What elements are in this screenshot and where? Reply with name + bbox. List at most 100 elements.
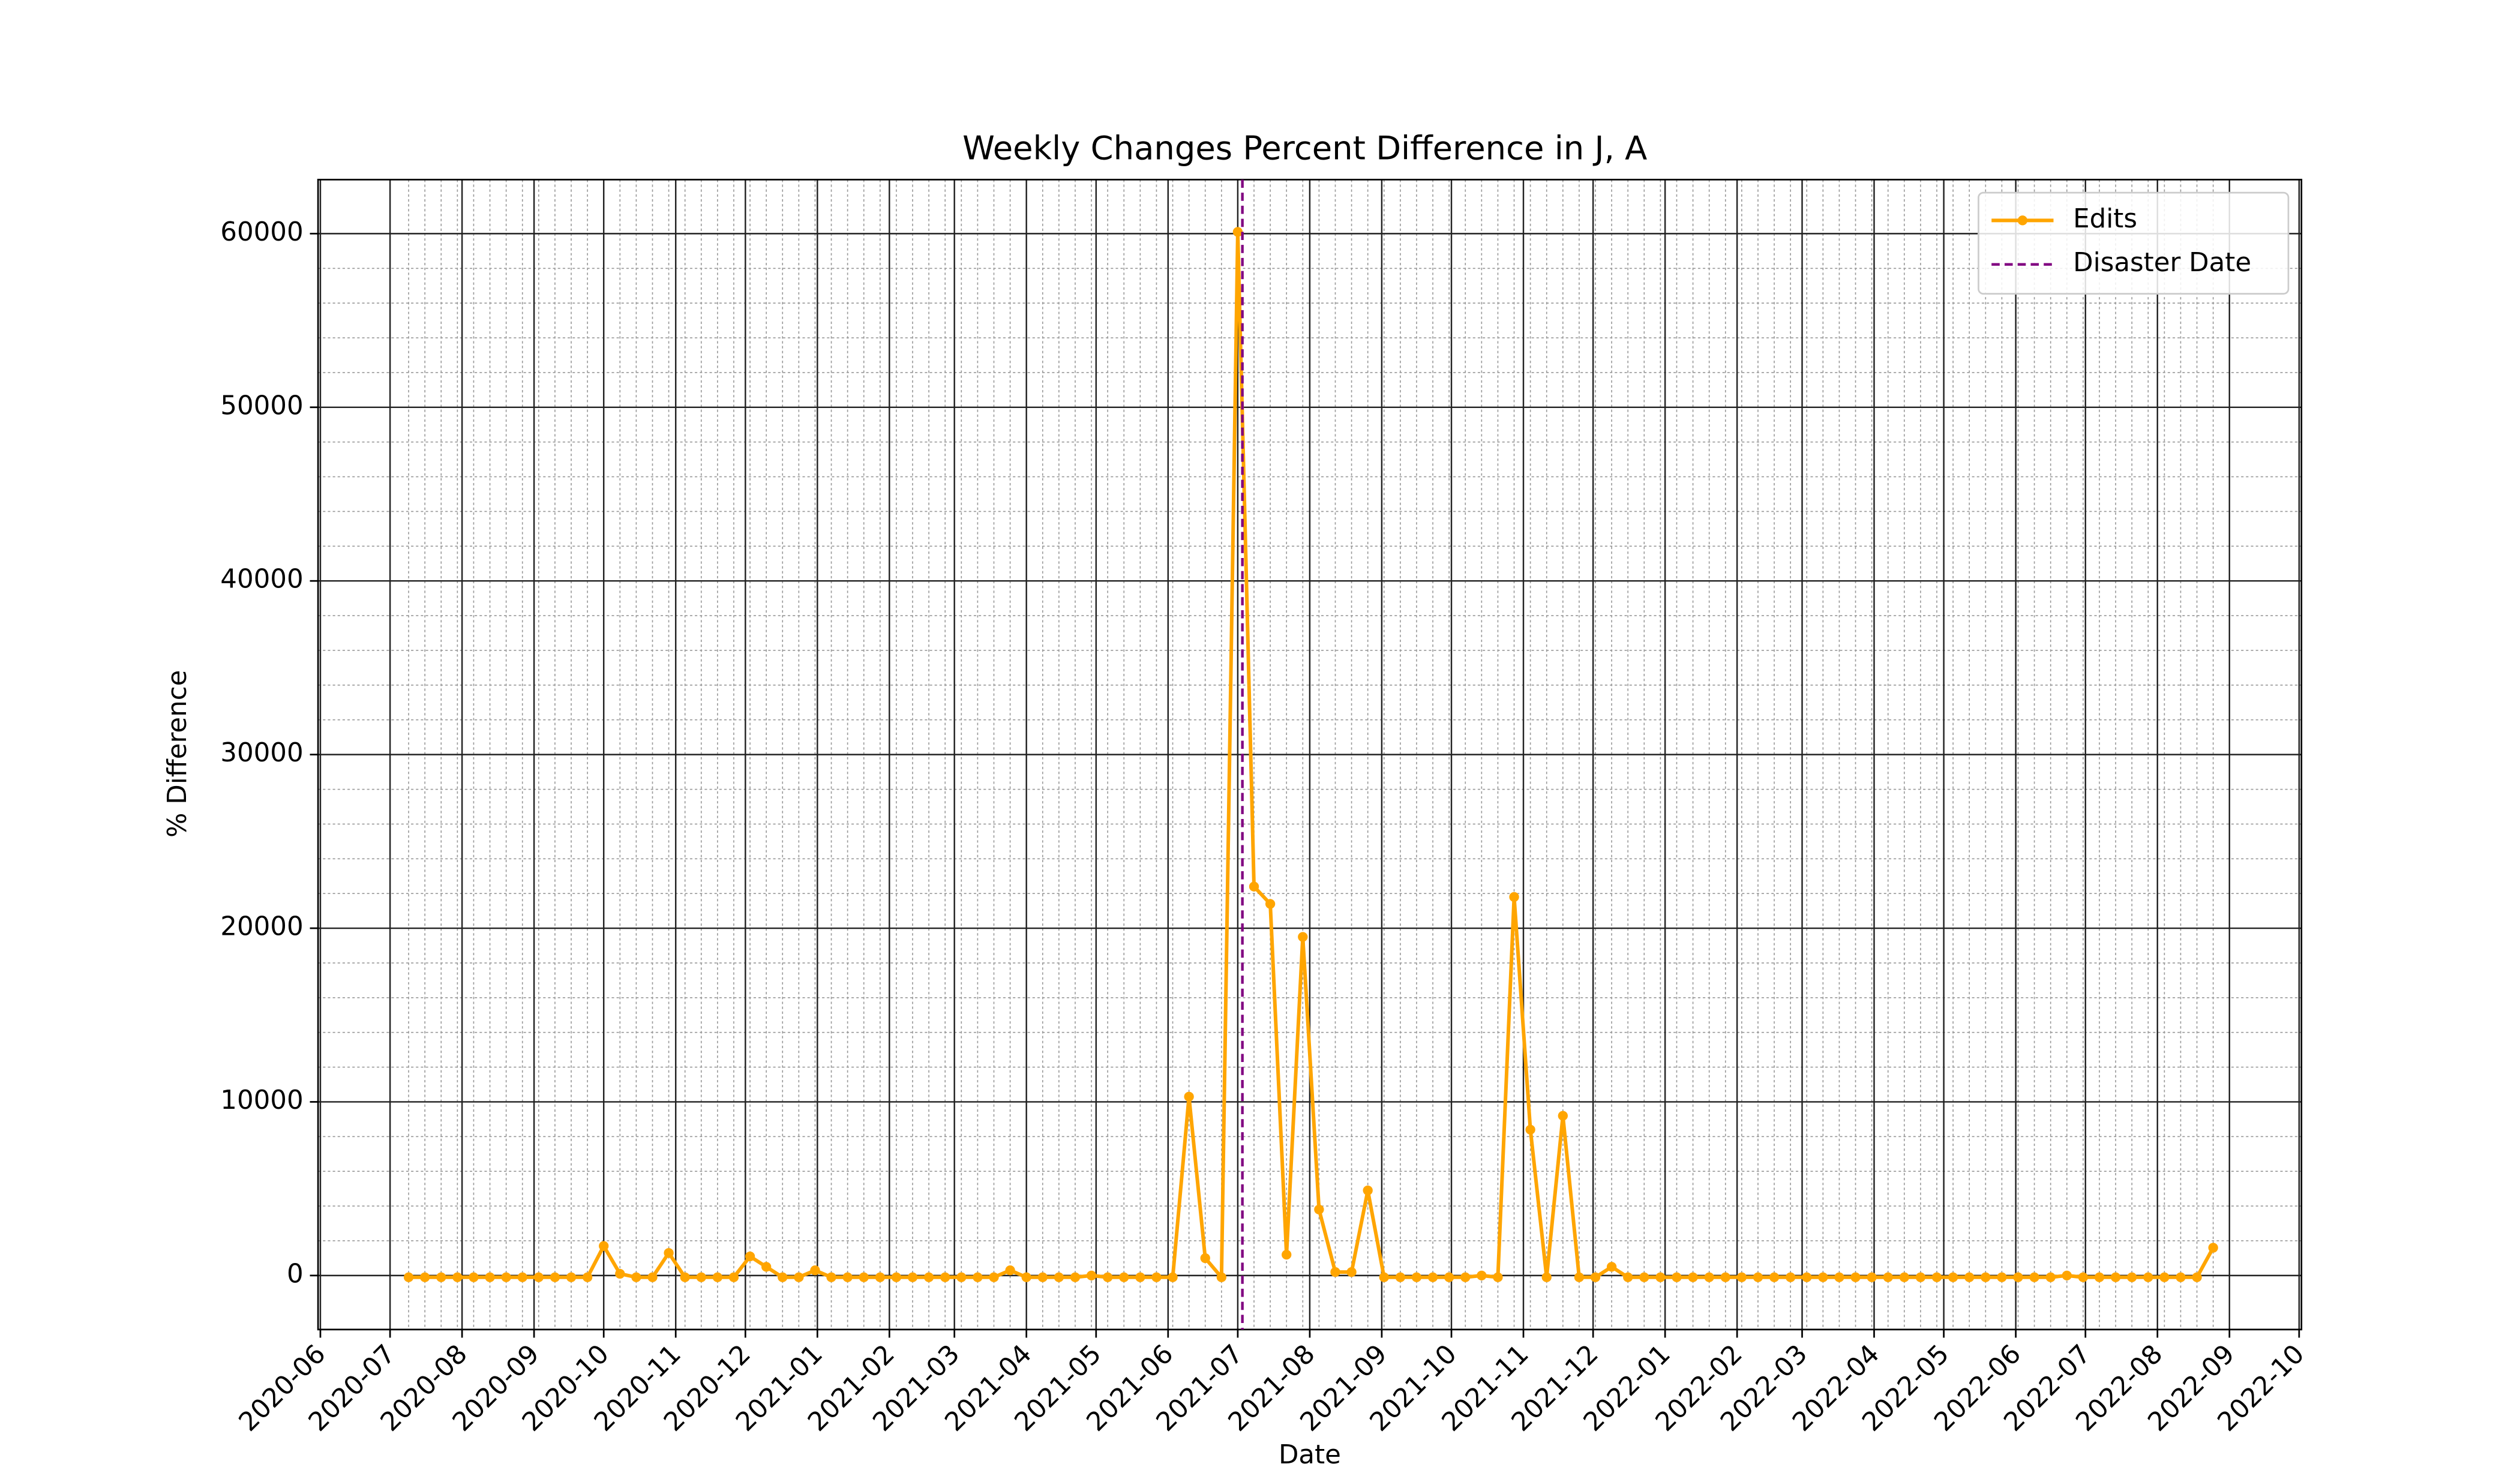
data-point xyxy=(2208,1243,2218,1253)
data-point xyxy=(1834,1272,1844,1282)
data-point xyxy=(1395,1272,1406,1282)
data-point xyxy=(1135,1272,1145,1282)
data-point xyxy=(599,1241,609,1251)
data-point xyxy=(1688,1272,1698,1282)
data-point xyxy=(1541,1272,1552,1282)
data-point xyxy=(1736,1272,1747,1282)
x-axis-label: Date xyxy=(1279,1440,1341,1470)
data-point xyxy=(1964,1272,1975,1282)
data-point xyxy=(1119,1272,1129,1282)
data-point xyxy=(1427,1272,1438,1282)
data-point xyxy=(696,1272,706,1282)
data-point xyxy=(631,1272,641,1282)
data-point xyxy=(745,1251,755,1262)
data-point xyxy=(1282,1249,1292,1260)
data-point xyxy=(1477,1270,1487,1281)
data-point xyxy=(2078,1272,2089,1282)
y-tick-label: 30000 xyxy=(220,738,303,768)
data-point xyxy=(1037,1272,1048,1282)
data-point xyxy=(956,1272,967,1282)
data-point xyxy=(1899,1272,1909,1282)
data-point xyxy=(1786,1272,1796,1282)
data-point xyxy=(842,1272,853,1282)
data-point xyxy=(1151,1272,1162,1282)
y-axis-label: % Difference xyxy=(163,670,193,838)
data-point xyxy=(907,1272,918,1282)
data-point xyxy=(1850,1272,1861,1282)
data-point xyxy=(1655,1272,1666,1282)
data-point xyxy=(1070,1272,1081,1282)
data-point xyxy=(1623,1272,1633,1282)
data-point xyxy=(1184,1091,1194,1102)
data-point xyxy=(1249,881,1259,892)
data-point xyxy=(989,1272,999,1282)
data-point xyxy=(1493,1272,1503,1282)
data-point xyxy=(1168,1272,1178,1282)
data-point xyxy=(436,1272,446,1282)
data-point xyxy=(1330,1267,1340,1277)
data-point xyxy=(810,1265,820,1276)
data-point xyxy=(859,1272,869,1282)
data-point xyxy=(1590,1272,1601,1282)
series-line xyxy=(409,230,2215,1279)
data-point xyxy=(712,1272,723,1282)
data-point xyxy=(2176,1272,2186,1282)
data-point xyxy=(1606,1262,1617,1272)
data-point xyxy=(1314,1204,1324,1215)
data-point xyxy=(533,1272,544,1282)
data-point xyxy=(2192,1272,2202,1282)
data-point xyxy=(1558,1111,1568,1121)
data-point xyxy=(1525,1124,1535,1135)
data-point xyxy=(1997,1272,2007,1282)
data-point xyxy=(1672,1272,1682,1282)
data-point xyxy=(615,1268,625,1279)
data-point xyxy=(647,1272,658,1282)
data-point xyxy=(1769,1272,1780,1282)
data-point xyxy=(1639,1272,1649,1282)
data-point xyxy=(1704,1272,1714,1282)
data-point xyxy=(826,1272,836,1282)
data-point xyxy=(1883,1272,1893,1282)
y-tick-label: 10000 xyxy=(220,1085,303,1115)
data-point xyxy=(566,1272,577,1282)
data-point xyxy=(1981,1272,1991,1282)
data-point xyxy=(550,1272,560,1282)
data-point xyxy=(1460,1272,1471,1282)
data-point xyxy=(1948,1272,1958,1282)
data-point xyxy=(1818,1272,1828,1282)
y-tick-label: 40000 xyxy=(220,565,303,595)
data-point xyxy=(2045,1272,2056,1282)
data-point xyxy=(1298,932,1308,942)
axes-frame xyxy=(317,179,2303,1331)
data-point xyxy=(728,1272,739,1282)
data-point xyxy=(1103,1272,1113,1282)
y-tick-label: 50000 xyxy=(220,391,303,421)
chart-title: Weekly Changes Percent Difference in J, … xyxy=(962,130,1647,167)
data-point xyxy=(664,1248,674,1258)
data-point xyxy=(1931,1272,1942,1282)
data-point xyxy=(582,1272,593,1282)
data-point xyxy=(1005,1265,1015,1276)
data-point xyxy=(1411,1272,1422,1282)
data-point xyxy=(1363,1185,1373,1196)
data-point xyxy=(761,1262,772,1272)
y-tick-label: 20000 xyxy=(220,912,303,942)
data-point xyxy=(469,1272,479,1282)
data-point xyxy=(2159,1272,2170,1282)
data-point xyxy=(501,1272,511,1282)
data-point xyxy=(2110,1272,2121,1282)
data-point xyxy=(419,1272,430,1282)
data-point xyxy=(1346,1267,1357,1277)
data-point xyxy=(1444,1272,1454,1282)
data-point xyxy=(403,1272,414,1282)
data-point xyxy=(1021,1272,1031,1282)
data-point xyxy=(1379,1272,1389,1282)
data-point xyxy=(485,1272,495,1282)
data-point xyxy=(973,1272,983,1282)
y-tick-label: 60000 xyxy=(220,217,303,247)
data-point xyxy=(1720,1272,1730,1282)
data-point xyxy=(1054,1272,1064,1282)
data-point xyxy=(923,1272,934,1282)
data-point xyxy=(794,1272,804,1282)
